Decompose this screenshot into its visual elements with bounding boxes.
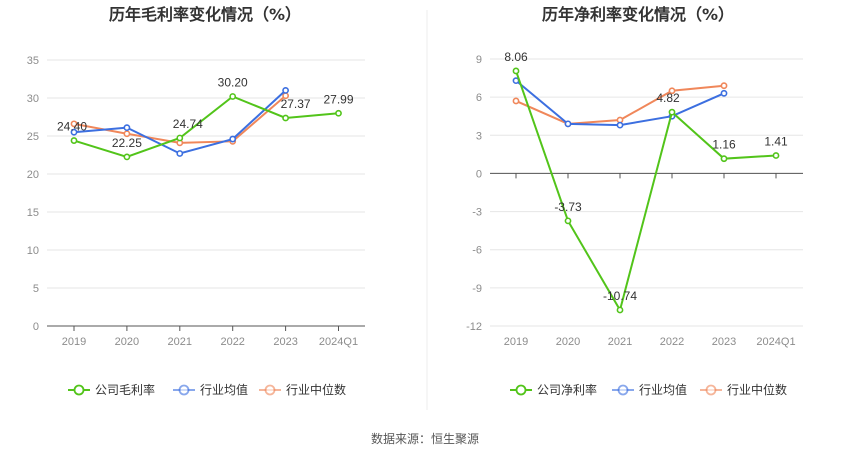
x-tick-label: 2019 — [504, 336, 528, 348]
series-line — [73, 95, 339, 158]
data-label: 4.82 — [656, 91, 680, 105]
legend-label: 公司净利率 — [537, 382, 597, 397]
y-tick-label: 15 — [27, 207, 39, 219]
x-tick-label: 2021 — [168, 336, 192, 348]
gross-margin-chart: 历年毛利率变化情况（%） 35 30 25 20 15 10 5 0 2019 2020 2021 20… — [27, 5, 365, 397]
data-point — [176, 134, 184, 142]
data-point — [123, 130, 131, 138]
x-tick-label: 2023 — [712, 336, 736, 348]
data-point — [176, 150, 184, 157]
x-tick-label: 2021 — [608, 336, 632, 348]
data-label: 30.20 — [218, 75, 248, 89]
legend-marker — [705, 384, 717, 396]
legend-label: 行业均值 — [200, 382, 248, 397]
data-point — [668, 108, 676, 116]
data-point — [123, 124, 131, 132]
data-point — [668, 87, 676, 95]
y-tick-label: -3 — [472, 207, 482, 219]
data-point — [772, 152, 780, 159]
x-tick-label: 2024Q1 — [319, 336, 358, 348]
data-point — [70, 137, 78, 144]
y-tick-label: 5 — [33, 283, 39, 295]
legend-label: 行业中位数 — [286, 382, 346, 397]
net-margin-chart: 历年净利率变化情况（%） 9 6 3 0 -3 -6 -9 -12 2019 2020 2021 202… — [466, 5, 803, 397]
x-tick-label: 2019 — [62, 336, 86, 348]
data-label: 22.25 — [112, 136, 142, 150]
x-tick-label: 2020 — [556, 336, 580, 348]
data-label: -10.74 — [603, 289, 637, 303]
data-point — [335, 109, 342, 117]
chart-title: 历年毛利率变化情况（%） — [109, 5, 301, 24]
y-tick-label: 0 — [476, 168, 482, 180]
data-label: 8.06 — [504, 50, 528, 64]
legend-label: 行业中位数 — [727, 382, 787, 397]
y-tick-label: 20 — [27, 169, 39, 181]
y-tick-label: 9 — [476, 54, 482, 66]
data-label: 27.37 — [281, 97, 311, 111]
data-point — [70, 128, 78, 136]
data-point — [70, 120, 78, 128]
y-tick-label: 25 — [27, 131, 39, 143]
data-label: -3.73 — [554, 200, 582, 214]
data-point — [564, 120, 572, 128]
y-tick-label: -12 — [466, 321, 482, 333]
data-point — [720, 82, 728, 90]
series-line — [515, 70, 777, 313]
x-tick-label: 2022 — [220, 336, 244, 348]
x-tick-label: 2022 — [660, 336, 684, 348]
data-point — [512, 67, 520, 75]
y-tick-label: 0 — [33, 321, 39, 333]
data-point — [616, 121, 624, 129]
y-tick-label: 30 — [27, 93, 39, 105]
y-tick-label: 6 — [476, 92, 482, 104]
data-point — [123, 153, 131, 161]
x-tick-label: 2020 — [115, 336, 139, 348]
data-label: 24.40 — [57, 120, 87, 134]
legend-marker — [264, 384, 276, 396]
data-label: 1.41 — [764, 135, 788, 149]
legend-marker — [178, 384, 190, 396]
data-label: 1.16 — [712, 138, 736, 152]
legend-label: 公司毛利率 — [95, 382, 155, 397]
legend-marker — [515, 384, 527, 396]
legend-marker — [617, 384, 629, 396]
data-point — [564, 217, 572, 225]
legend-label: 行业均值 — [639, 382, 687, 397]
y-tick-label: -6 — [472, 245, 482, 257]
data-point — [720, 89, 728, 97]
data-point — [229, 93, 237, 100]
chart-title: 历年净利率变化情况（%） — [542, 5, 734, 24]
y-tick-label: -9 — [472, 283, 482, 295]
data-label: 27.99 — [323, 92, 353, 106]
y-tick-label: 3 — [476, 130, 482, 142]
source-text: 数据来源：恒生聚源 — [371, 431, 479, 446]
x-tick-label: 2024Q1 — [756, 336, 795, 348]
data-point — [282, 114, 289, 122]
x-tick-label: 2023 — [273, 336, 297, 348]
legend-marker — [73, 384, 85, 396]
data-point — [229, 135, 237, 143]
data-point — [282, 87, 289, 94]
data-label: 24.74 — [173, 117, 203, 131]
data-point — [720, 155, 728, 163]
y-tick-label: 35 — [27, 55, 39, 67]
y-tick-label: 10 — [27, 245, 39, 257]
data-point — [512, 97, 520, 105]
data-point — [616, 306, 624, 314]
